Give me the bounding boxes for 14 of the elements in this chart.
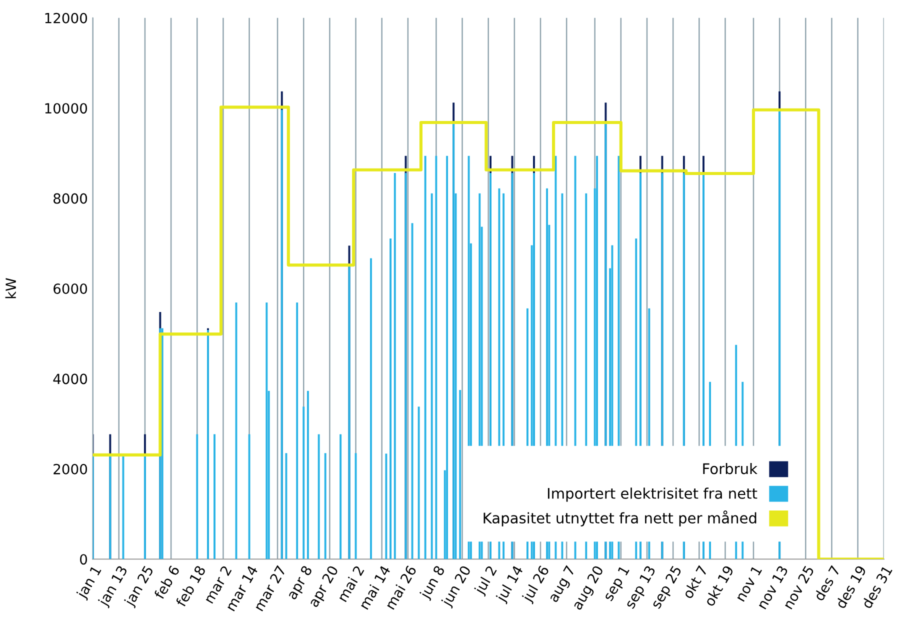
y-axis-title: kW bbox=[5, 278, 16, 298]
legend-label: Importert elektrisitet fra nett bbox=[548, 488, 758, 502]
y-tick-label: 6000 bbox=[54, 283, 88, 294]
x-tick-label: jul 26 bbox=[521, 564, 552, 604]
y-tick-label: 2000 bbox=[54, 464, 88, 474]
y-tick-label: 12000 bbox=[45, 12, 88, 24]
y-tick-label: 0 bbox=[80, 554, 88, 565]
x-tick-label: jul 2 bbox=[473, 565, 500, 597]
x-tick-label: okt 7 bbox=[682, 565, 708, 600]
y-tick-label: 4000 bbox=[53, 374, 88, 384]
y-tick-label: 8000 bbox=[54, 193, 88, 204]
y-tick-label: 10000 bbox=[45, 103, 88, 114]
legend-label: Kapasitet utnyttet fra nett per måned bbox=[484, 510, 756, 526]
legend-label: Forbruk bbox=[703, 462, 758, 474]
